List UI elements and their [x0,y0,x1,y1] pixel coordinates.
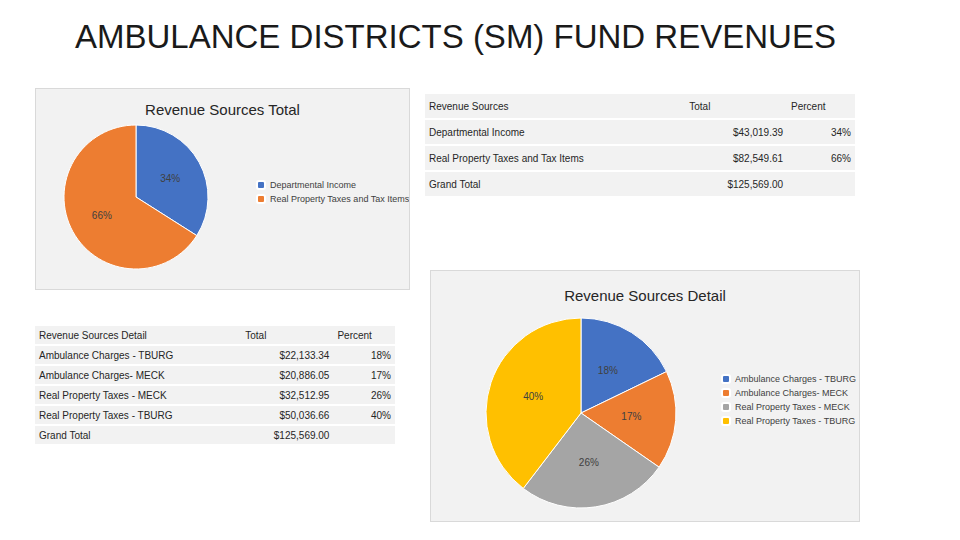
svg-text:66%: 66% [92,210,112,221]
html-text:$43,019.39: $43,019.39 [733,126,783,138]
html-text:34%: 34% [831,126,851,138]
html-text:$125,569.00: $125,569.00 [273,429,330,441]
html-text:Departmental Income: Departmental Income [429,126,525,138]
html-text:26%: 26% [371,389,391,401]
html-text:18%: 18% [371,349,391,361]
svg-text:17%: 17% [621,411,641,422]
svg-text:Revenue Sources Detail: Revenue Sources Detail [564,287,726,304]
svg-text:40%: 40% [523,391,543,402]
html-text:AMBULANCE DISTRICTS (SM) FUND: AMBULANCE DISTRICTS (SM) FUND REVENUES [75,18,836,55]
svg-text:Ambulance Charges - TBURG: Ambulance Charges - TBURG [735,374,856,384]
html-text:Total: Total [245,329,267,341]
html-text:40%: 40% [371,409,391,421]
html-text:Grand Total: Grand Total [39,429,91,441]
html-text:Ambulance Charges- MECK: Ambulance Charges- MECK [39,369,165,381]
html-text:$20,886.05: $20,886.05 [279,369,330,381]
html-text:$125,569.00: $125,569.00 [727,178,783,190]
svg-text:18%: 18% [598,365,618,376]
svg-text:Departmental Income: Departmental Income [270,180,356,190]
svg-text:Revenue Sources Total: Revenue Sources Total [145,101,300,118]
html-text:Grand Total: Grand Total [429,178,481,190]
html-text:Ambulance Charges - TBURG: Ambulance Charges - TBURG [39,349,174,361]
html-text:Percent: Percent [791,100,826,112]
html-text:Percent: Percent [337,329,372,341]
html-text:Real Property Taxes and Tax It: Real Property Taxes and Tax Items [429,152,584,164]
html-text:Revenue Sources: Revenue Sources [429,100,509,112]
svg-text:26%: 26% [579,457,599,468]
html-text:$32,512.95: $32,512.95 [279,389,330,401]
html-text:66%: 66% [831,152,851,164]
html-text:17%: 17% [371,369,391,381]
html-text:Revenue Sources Detail: Revenue Sources Detail [39,329,147,341]
html-text:Total: Total [689,100,711,112]
html-text:Real Property Taxes - MECK: Real Property Taxes - MECK [39,389,167,401]
svg-text:Real Property Taxes - MECK: Real Property Taxes - MECK [735,402,850,412]
svg-text:Real Property Taxes - TBURG: Real Property Taxes - TBURG [735,416,855,426]
html-text:$22,133.34: $22,133.34 [279,349,330,361]
html-text:$50,036.66: $50,036.66 [279,409,330,421]
svg-text:Ambulance Charges- MECK: Ambulance Charges- MECK [735,388,848,398]
html-text:$82,549.61: $82,549.61 [733,152,783,164]
svg-text:Real Property Taxes and Tax It: Real Property Taxes and Tax Items [270,194,409,204]
html-text:Real Property Taxes - TBURG: Real Property Taxes - TBURG [39,409,173,421]
svg-text:34%: 34% [160,173,180,184]
